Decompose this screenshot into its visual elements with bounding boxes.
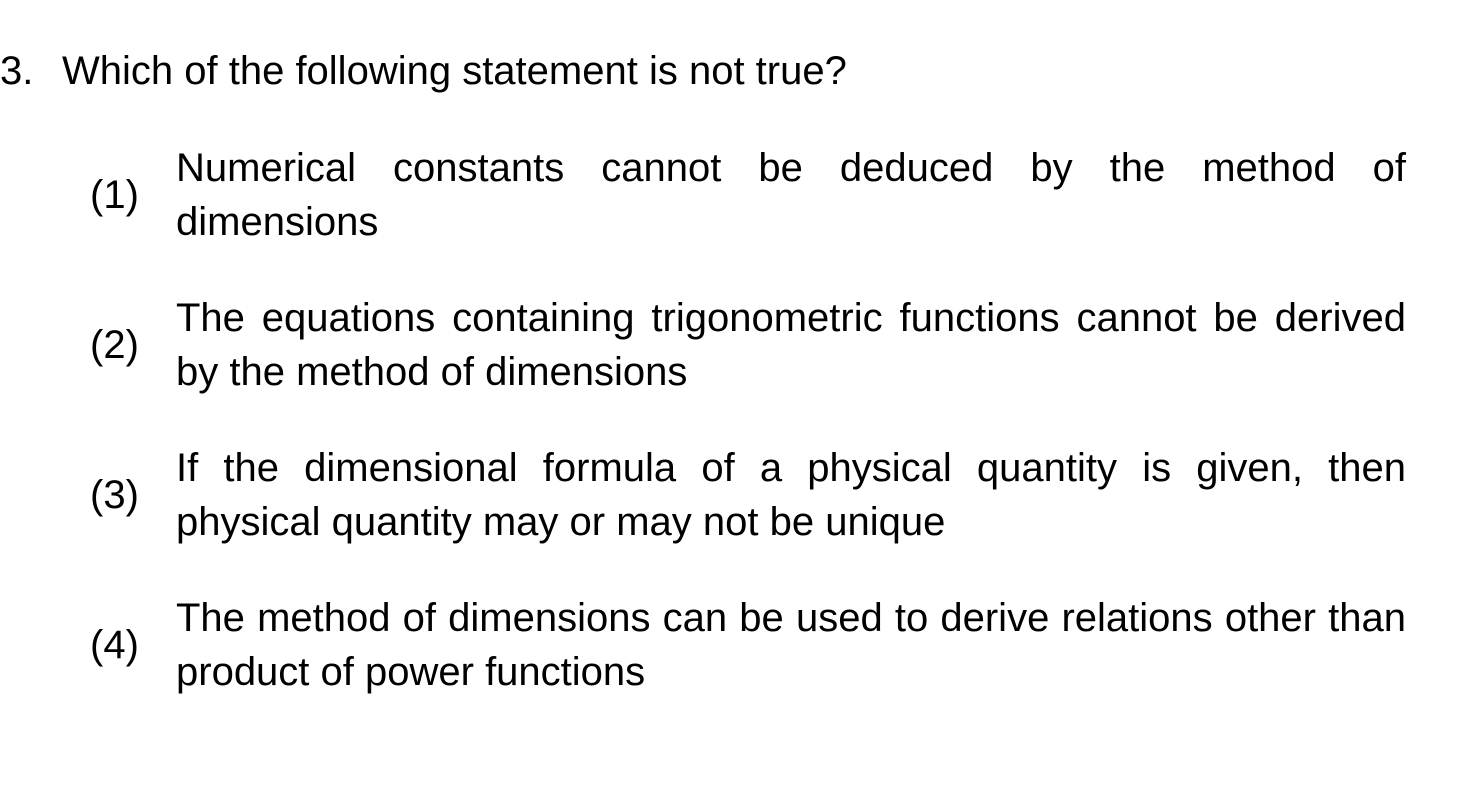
option-row: (4) The method of dimensions can be used… (90, 591, 1433, 699)
option-label-1: (1) (90, 171, 176, 219)
option-text-2: The equations containing trigonometric f… (176, 291, 1406, 399)
options-list: (1) Numerical constants cannot be deduce… (0, 141, 1433, 699)
option-text-4: The method of dimensions can be used to … (176, 591, 1406, 699)
option-label-3: (3) (90, 471, 176, 519)
option-row: (1) Numerical constants cannot be deduce… (90, 141, 1433, 249)
option-label-2: (2) (90, 321, 176, 369)
option-row: (3) If the dimensional formula of a phys… (90, 441, 1433, 549)
question-text: Which of the following statement is not … (62, 47, 1433, 95)
question-page: 3. Which of the following statement is n… (0, 0, 1473, 699)
question-row: 3. Which of the following statement is n… (0, 47, 1433, 95)
question-number: 3. (0, 47, 62, 95)
option-text-1: Numerical constants cannot be deduced by… (176, 141, 1406, 249)
option-row: (2) The equations containing trigonometr… (90, 291, 1433, 399)
option-label-4: (4) (90, 621, 176, 669)
option-text-3: If the dimensional formula of a physical… (176, 441, 1406, 549)
